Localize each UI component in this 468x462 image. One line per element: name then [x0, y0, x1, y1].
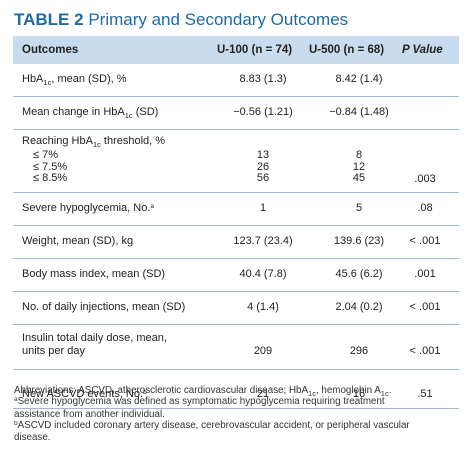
header-u500: U-500 (n = 68) — [309, 44, 385, 56]
p-value: < .001 — [409, 345, 441, 357]
p-value: .51 — [417, 388, 433, 400]
u500-value: 5 — [355, 202, 363, 214]
p-value: .08 — [417, 202, 433, 214]
row-label: Weight, mean (SD), kg — [22, 235, 134, 247]
threshold-7: ≤ 7% — [33, 149, 58, 161]
row-label: Severe hypoglycemia, No.a — [22, 202, 155, 214]
u500-values: 8 12 45 — [352, 149, 366, 184]
table-row: Insulin total daily dose, mean, units pe… — [13, 325, 459, 370]
u500-value: 2.04 (0.2) — [335, 301, 383, 313]
footnote-b-continued: disease. — [14, 432, 51, 444]
p-value: < .001 — [409, 235, 441, 247]
table-title: TABLE 2 Primary and Secondary Outcomes — [14, 10, 348, 30]
u100-value: 209 — [253, 345, 273, 357]
u500-value: 296 — [349, 345, 369, 357]
u500-value: 139.6 (23) — [333, 235, 385, 247]
footnote-b: bASCVD included coronary artery disease,… — [14, 419, 410, 431]
abbreviations-note: Abbreviations: ASCVD, atherosclerotic ca… — [14, 385, 392, 398]
u500-value: 45.6 (6.2) — [335, 268, 383, 280]
header-p-value: P Value — [402, 44, 443, 56]
u100-value: 123.7 (23.4) — [233, 235, 293, 247]
row-label: New ASCVD events, No.b — [22, 388, 147, 400]
table-row: Severe hypoglycemia, No.a 1 5 .08 — [13, 193, 459, 226]
table-row: Weight, mean (SD), kg 123.7 (23.4) 139.6… — [13, 226, 459, 259]
u100-values: 13 26 56 — [256, 149, 270, 184]
u500-value: 16 — [352, 388, 366, 400]
table-caption: Primary and Secondary Outcomes — [88, 10, 349, 29]
u500-value: 8.42 (1.4) — [335, 73, 383, 85]
row-label: Mean change in HbA1c (SD) — [22, 106, 159, 120]
footnote-a: aSevere hypoglycemia was defined as symp… — [14, 396, 385, 408]
u100-value: 21 — [256, 388, 270, 400]
u100-value: −0.56 (1.21) — [233, 106, 293, 118]
p-value: < .001 — [409, 301, 441, 313]
u100-value: 8.83 (1.3) — [239, 73, 287, 85]
table-header-row: Outcomes U-100 (n = 74) U-500 (n = 68) P… — [13, 36, 459, 64]
table-row: New ASCVD events, No.b 21 16 .51 — [13, 370, 459, 409]
header-u100: U-100 (n = 74) — [217, 44, 293, 56]
table-row: Reaching HbA1c threshold, % ≤ 7% ≤ 7.5% … — [13, 130, 459, 193]
u500-value: −0.84 (1.48) — [329, 106, 389, 118]
table-footnotes: Abbreviations: ASCVD, atherosclerotic ca… — [14, 385, 460, 443]
row-label: Insulin total daily dose, mean, units pe… — [22, 332, 167, 357]
u100-value: 4 (1.4) — [247, 301, 279, 313]
table-row: HbA1c, mean (SD), % 8.83 (1.3) 8.42 (1.4… — [13, 64, 459, 97]
table-row: Mean change in HbA1c (SD) −0.56 (1.21) −… — [13, 97, 459, 130]
threshold-7-5: ≤ 7.5% — [33, 160, 68, 173]
row-label: Body mass index, mean (SD) — [22, 268, 166, 280]
table-number: TABLE 2 — [14, 10, 84, 29]
u100-value: 1 — [259, 202, 267, 214]
row-label: HbA1c, mean (SD), % — [22, 73, 127, 87]
header-outcomes: Outcomes — [22, 44, 79, 56]
table-row: No. of daily injections, mean (SD) 4 (1.… — [13, 292, 459, 325]
u100-value: 40.4 (7.8) — [239, 268, 287, 280]
row-label: Reaching HbA1c threshold, % — [22, 135, 166, 149]
p-value: .001 — [414, 268, 436, 280]
p-value: .003 — [414, 173, 436, 185]
footnote-a-continued: assistance from another individual. — [14, 408, 165, 420]
threshold-list: ≤ 7% ≤ 7.5% ≤ 8.5% — [33, 149, 68, 185]
row-label: No. of daily injections, mean (SD) — [22, 301, 186, 313]
table-row: Body mass index, mean (SD) 40.4 (7.8) 45… — [13, 259, 459, 292]
threshold-8-5: ≤ 8.5% — [33, 172, 68, 184]
